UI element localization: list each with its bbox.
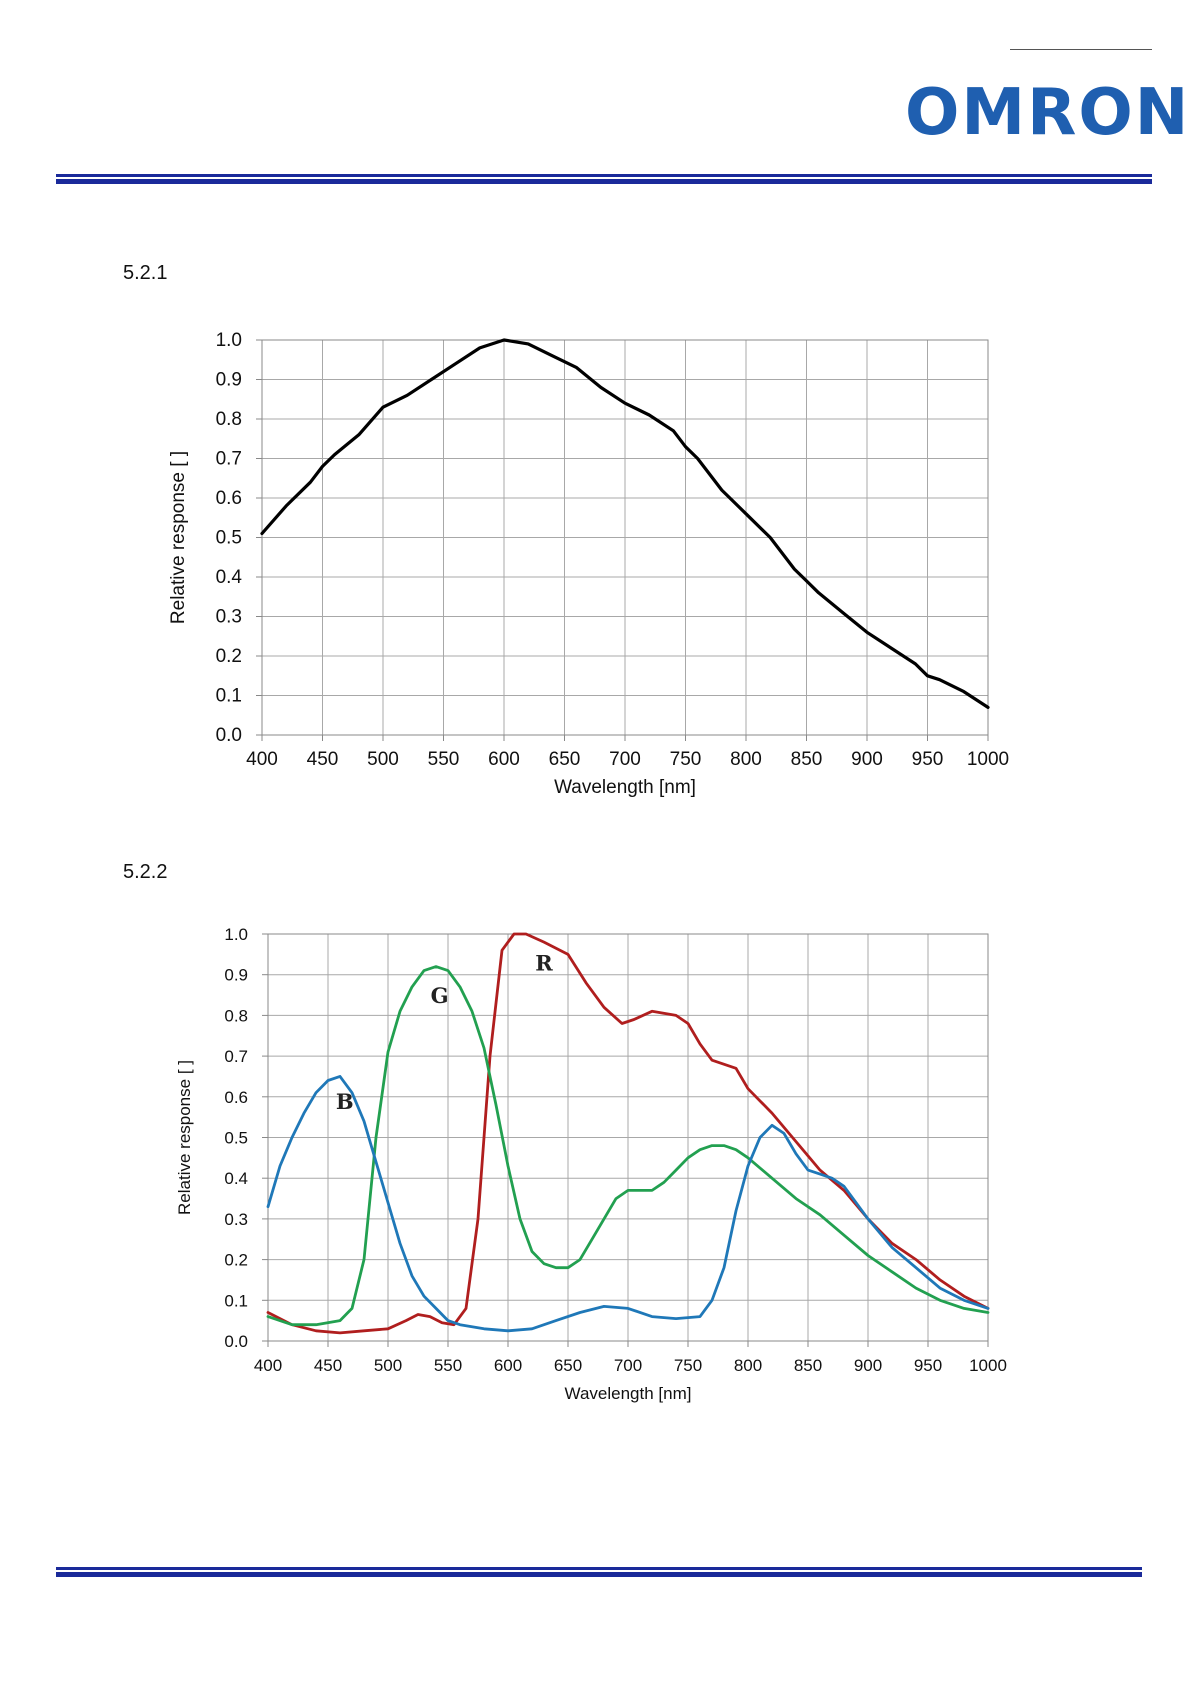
y-tick-label: 0.8 (224, 1006, 248, 1025)
x-tick-label: 950 (914, 1356, 942, 1375)
series-line-b (266, 1075, 990, 1333)
header-rule (1010, 49, 1152, 50)
y-tick-label: 0.6 (216, 488, 242, 509)
y-tick-label: 0.3 (216, 607, 242, 628)
series-line-mono (260, 338, 990, 709)
x-tick-label: 950 (912, 749, 944, 770)
y-tick-label: 0.1 (216, 686, 242, 707)
plot-frame (261, 339, 989, 736)
x-axis-label: Wavelength [nm] (554, 777, 696, 798)
series-label-r: R (535, 951, 553, 976)
y-tick-label: 0.0 (216, 725, 242, 746)
y-axis-label: Relative response [ ] (168, 451, 189, 624)
y-tick-label: 0.5 (224, 1129, 248, 1148)
y-tick-label: 0.7 (216, 449, 242, 470)
x-tick-label: 550 (428, 749, 460, 770)
x-tick-label: 1000 (967, 749, 1009, 770)
header-band (56, 174, 1152, 184)
y-tick-label: 0.9 (224, 966, 248, 985)
y-tick-label: 0.7 (224, 1047, 248, 1066)
x-tick-label: 750 (674, 1356, 702, 1375)
mono-response-chart: 400 450 500 550 600 650 700 750 800 850 900 950 1000… (168, 330, 1009, 798)
x-tick-label: 800 (734, 1356, 762, 1375)
y-tick-label: 0.6 (224, 1088, 248, 1107)
x-tick-label: 450 (307, 749, 339, 770)
y-tick-label: 1.0 (224, 925, 248, 944)
color-response-chart: 400 450 500 550 600 650 700 750 800 850 900 950 1000… (175, 925, 1007, 1403)
x-tick-label: 900 (854, 1356, 882, 1375)
x-tick-label: 700 (614, 1356, 642, 1375)
series-line-r (266, 932, 990, 1335)
x-axis-label: Wavelength [nm] (565, 1384, 692, 1403)
x-tick-label: 600 (494, 1356, 522, 1375)
x-tick-label: 650 (549, 749, 581, 770)
y-tick-label: 0.0 (224, 1332, 248, 1351)
x-tick-label: 900 (851, 749, 883, 770)
y-tick-label: 0.4 (216, 567, 243, 588)
y-tick-label: 0.8 (216, 409, 242, 430)
series-label-g: G (431, 983, 449, 1008)
x-tick-label: 500 (367, 749, 399, 770)
x-tick-label: 400 (246, 749, 278, 770)
y-tick-label: 0.1 (224, 1291, 248, 1310)
x-tick-label: 500 (374, 1356, 402, 1375)
series-line-g (266, 965, 990, 1327)
plot-frame (267, 933, 989, 1342)
y-tick-label: 0.4 (224, 1169, 248, 1188)
y-tick-label: 0.2 (224, 1251, 248, 1270)
footer-band (56, 1567, 1142, 1577)
plot-grid (261, 339, 989, 736)
x-tick-label: 850 (794, 1356, 822, 1375)
x-tick-label: 1000 (969, 1356, 1007, 1375)
y-tick-label: 0.9 (216, 370, 242, 391)
section-number-2: 5.2.2 (123, 861, 168, 883)
x-tick-label: 650 (554, 1356, 582, 1375)
x-tick-label: 400 (254, 1356, 282, 1375)
series-label-b: B (336, 1089, 354, 1114)
y-axis-label: Relative response [ ] (175, 1060, 194, 1215)
omron-logo: OMRON (905, 76, 1191, 150)
y-tick-label: 0.3 (224, 1210, 248, 1229)
x-tick-label: 800 (730, 749, 762, 770)
x-tick-label: 700 (609, 749, 641, 770)
x-tick-label: 850 (791, 749, 823, 770)
y-tick-label: 0.5 (216, 528, 242, 549)
x-tick-label: 750 (670, 749, 702, 770)
x-tick-label: 600 (488, 749, 520, 770)
y-tick-label: 1.0 (216, 330, 242, 351)
y-tick-label: 0.2 (216, 646, 242, 667)
x-tick-label: 450 (314, 1356, 342, 1375)
section-number-1: 5.2.1 (123, 262, 168, 284)
x-tick-label: 550 (434, 1356, 462, 1375)
